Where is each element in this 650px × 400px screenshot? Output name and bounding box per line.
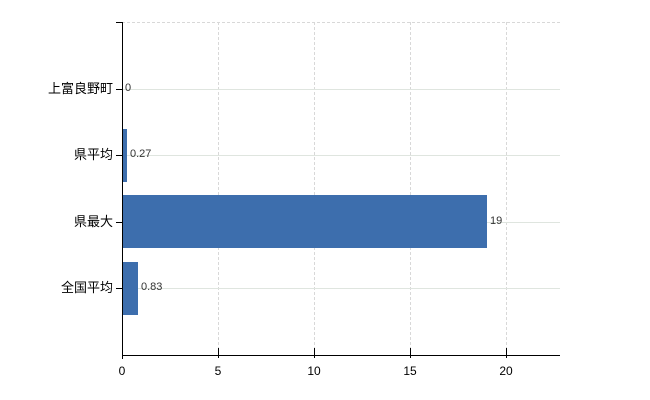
grid-line-horizontal <box>122 89 560 90</box>
x-tick-mark <box>218 348 219 358</box>
bar <box>122 262 138 315</box>
y-tick-mark <box>116 89 122 90</box>
grid-line-horizontal <box>122 155 560 156</box>
grid-line-vertical <box>314 22 315 355</box>
value-label: 0.27 <box>130 148 152 160</box>
y-tick-mark <box>116 22 122 23</box>
x-tick-mark <box>506 348 507 358</box>
grid-line-horizontal <box>122 288 560 289</box>
x-tick-label: 0 <box>118 364 126 378</box>
value-label: 0 <box>125 82 132 94</box>
y-tick-mark <box>116 222 122 223</box>
category-label: 上富良野町 <box>47 81 113 96</box>
grid-line-vertical <box>506 22 507 355</box>
plot-top-border <box>122 22 560 23</box>
category-label: 県最大 <box>73 214 113 229</box>
x-axis-line <box>122 355 560 356</box>
x-tick-mark <box>314 348 315 358</box>
y-tick-mark <box>116 155 122 156</box>
x-tick-label: 15 <box>403 364 417 378</box>
y-axis-line <box>122 22 123 359</box>
value-label: 0.83 <box>141 281 163 293</box>
category-label: 全国平均 <box>60 280 113 295</box>
x-tick-label: 10 <box>307 364 321 378</box>
x-tick-label: 20 <box>499 364 513 378</box>
value-label: 19 <box>490 215 503 227</box>
grid-line-vertical <box>218 22 219 355</box>
x-tick-mark <box>410 348 411 358</box>
bar <box>122 195 487 248</box>
x-tick-label: 5 <box>214 364 222 378</box>
category-label: 県平均 <box>73 147 113 162</box>
y-tick-mark <box>116 288 122 289</box>
x-tick-mark <box>122 348 123 358</box>
grid-line-vertical <box>410 22 411 355</box>
bar <box>122 129 127 182</box>
